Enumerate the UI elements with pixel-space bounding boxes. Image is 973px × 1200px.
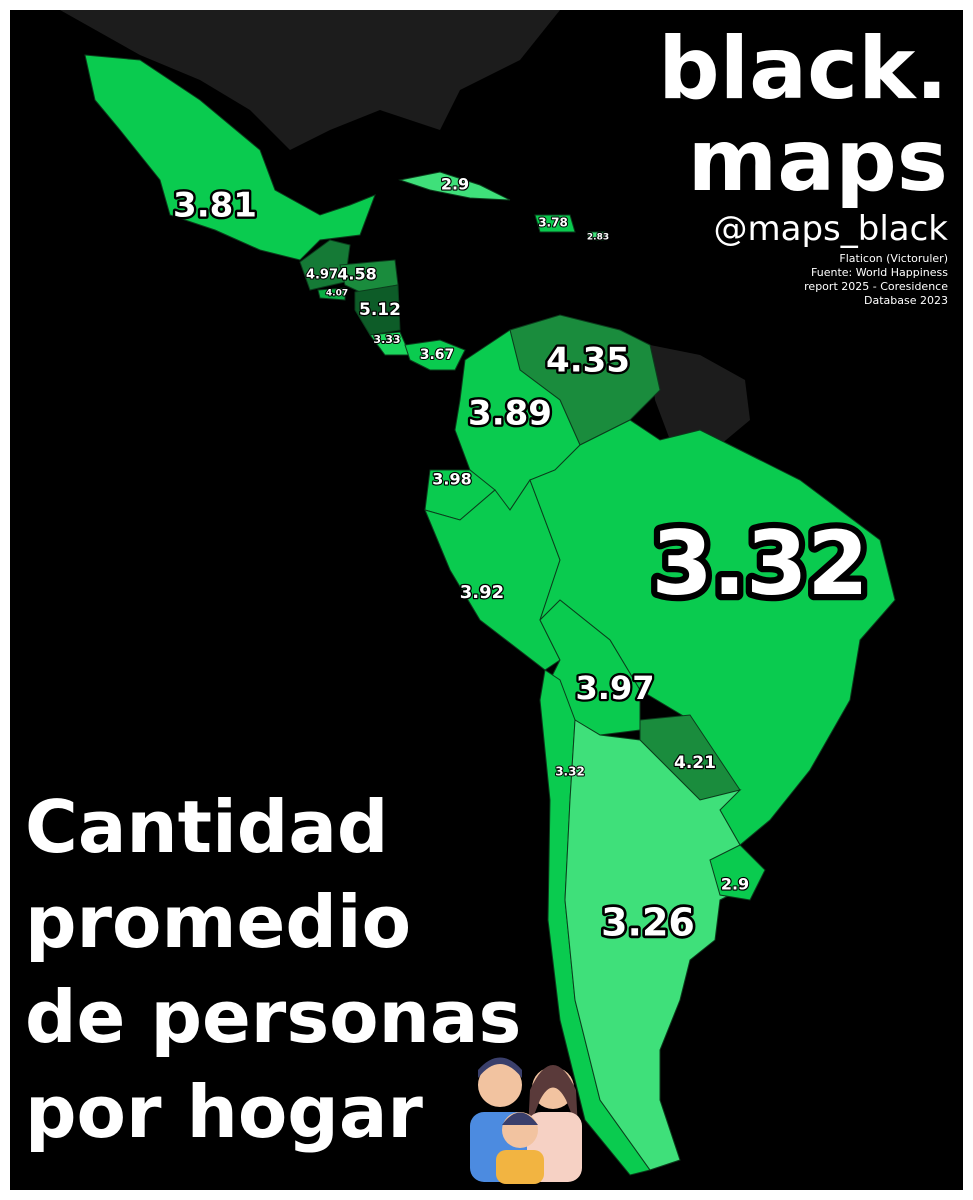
value-label: 2.9 xyxy=(441,175,469,194)
title-line: de personas xyxy=(25,975,521,1059)
countries xyxy=(84,54,896,1176)
country xyxy=(404,339,466,371)
usa-shape xyxy=(60,10,560,150)
value-label: 3.33 xyxy=(373,333,400,346)
value-label: 4.35 xyxy=(546,341,630,381)
country xyxy=(564,719,761,1171)
title-line: Cantidad xyxy=(25,785,388,869)
value-label: 4.21 xyxy=(674,753,716,773)
value-label: 4.07 xyxy=(326,289,348,299)
title: Cantidad promedio de personas por hogar xyxy=(22,782,524,1157)
value-label: 3.81 xyxy=(173,186,257,226)
value-label: 3.32 xyxy=(555,765,585,779)
value-label: 3.26 xyxy=(601,901,695,945)
country xyxy=(709,844,766,901)
credit: report 2025 - Coresidence xyxy=(804,280,948,293)
title-line: promedio xyxy=(25,880,411,964)
value-label: 3.92 xyxy=(460,582,504,603)
brand-line: black. xyxy=(658,19,948,119)
guianas-shape xyxy=(650,345,750,445)
brand-line: maps xyxy=(688,111,948,211)
country xyxy=(529,419,896,846)
value-label: 3.67 xyxy=(420,347,455,363)
country xyxy=(84,54,376,261)
brand-handle: @maps_black xyxy=(714,209,949,249)
value-label: 4.97 xyxy=(306,268,338,283)
value-labels: 3.81 2.9 3.78 2.83 4.97 4.58 4.07 5.12 3.33 3.67 4… xyxy=(171,173,875,947)
title-line: por hogar xyxy=(25,1070,423,1154)
credit: Fuente: World Happiness xyxy=(811,266,948,279)
value-label: 3.89 xyxy=(468,394,552,434)
value-label: 3.97 xyxy=(576,669,655,707)
value-label: 4.58 xyxy=(337,265,376,284)
value-label: 3.98 xyxy=(432,470,471,489)
value-label: 2.9 xyxy=(721,875,749,894)
credit: Database 2023 xyxy=(864,294,948,307)
value-label: 5.12 xyxy=(359,300,401,320)
country xyxy=(317,287,346,301)
credit: Flaticon (Victoruler) xyxy=(839,252,948,265)
family-icon xyxy=(470,1057,582,1184)
country xyxy=(299,239,351,291)
country xyxy=(534,214,576,233)
value-label: 2.83 xyxy=(587,233,609,243)
value-label: 3.32 xyxy=(651,512,868,615)
country xyxy=(587,231,606,241)
value-label: 3.78 xyxy=(538,216,568,230)
brand: black. maps @maps_black Flaticon (Victor… xyxy=(658,19,948,307)
country xyxy=(354,284,401,336)
country xyxy=(398,171,511,201)
